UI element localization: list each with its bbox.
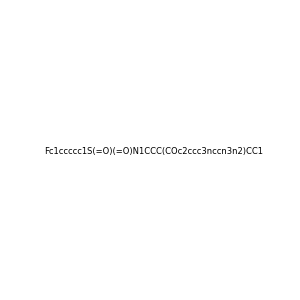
Text: Fc1ccccc1S(=O)(=O)N1CCC(COc2ccc3nccn3n2)CC1: Fc1ccccc1S(=O)(=O)N1CCC(COc2ccc3nccn3n2)… (44, 147, 263, 156)
